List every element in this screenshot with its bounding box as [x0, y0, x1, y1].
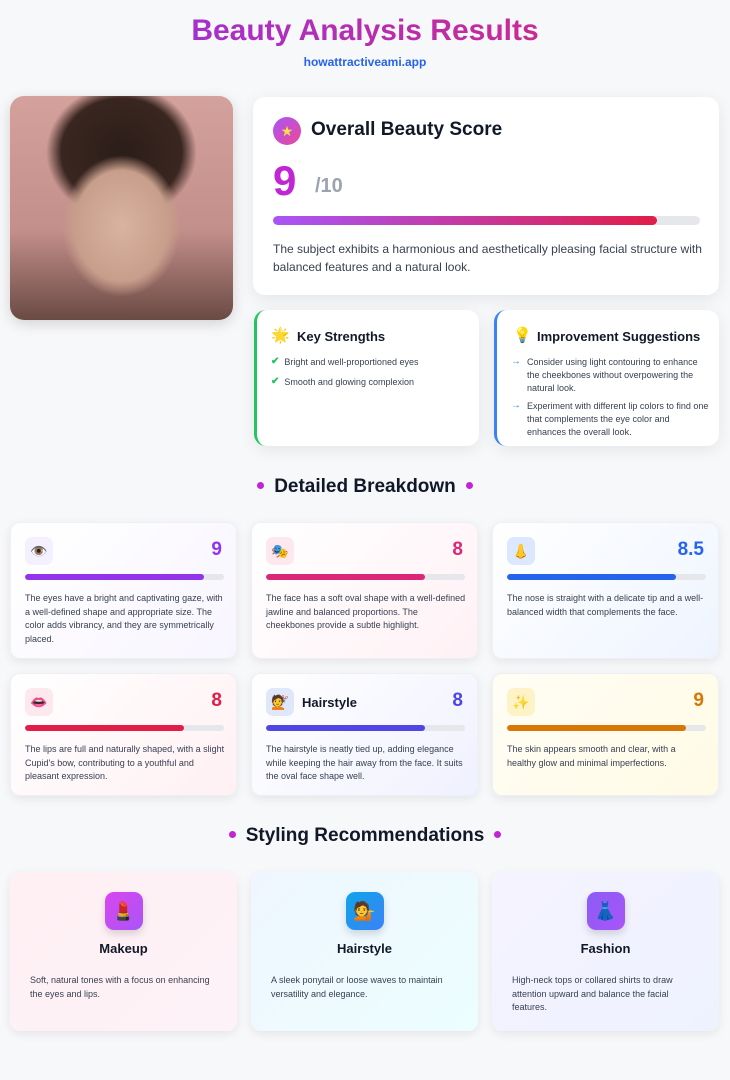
feature-progress [266, 725, 465, 731]
feature-progress [25, 574, 224, 580]
feature-progress [25, 725, 224, 731]
feature-score: 8 [452, 690, 463, 711]
recommendation-icon: 💄 [104, 892, 143, 930]
site-link[interactable]: howattractiveami.app [303, 55, 427, 69]
suggestion-text: Experiment with different lip colors to … [527, 401, 709, 437]
recommendation-card: 👗 Fashion High-neck tops or collared shi… [492, 872, 719, 1031]
strength-item: ✔ Bright and well-proportioned eyes [271, 356, 471, 369]
overall-max: /10 [315, 175, 343, 197]
recommendation-card: 💁 Hairstyle A sleek ponytail or loose wa… [251, 872, 478, 1031]
feature-progress [507, 725, 706, 731]
improvement-suggestions-card: 💡 Improvement Suggestions → Consider usin… [494, 310, 719, 446]
breakdown-card: 👃 8.5 The nose is straight with a delica… [492, 522, 719, 659]
feature-icon: 👁️ [25, 537, 53, 565]
star-icon: ★ [273, 117, 301, 145]
recommendation-card: 💄 Makeup Soft, natural tones with a focu… [10, 872, 237, 1031]
recommendation-text: High-neck tops or collared shirts to dra… [512, 975, 673, 1012]
arrow-right-icon: → [511, 356, 521, 367]
key-strengths-card: 🌟 Key Strengths ✔ Bright and well-proport… [254, 310, 479, 446]
detailed-breakdown-heading: Detailed Breakdown [0, 476, 730, 498]
overall-title: Overall Beauty Score [311, 119, 503, 140]
feature-icon: 👄 [25, 688, 53, 716]
breakdown-card: ✨ 9 The skin appears smooth and clear, w… [492, 673, 719, 796]
feature-description: The skin appears smooth and clear, with … [507, 744, 676, 768]
breakdown-card: 🎭 8 The face has a soft oval shape with … [251, 522, 478, 659]
suggestion-text: Consider using light contouring to enhan… [527, 357, 698, 393]
recommendation-icon: 👗 [586, 892, 625, 930]
feature-icon: 🎭 [266, 537, 294, 565]
lightbulb-icon: 💡 [513, 327, 532, 344]
suggestions-title: Improvement Suggestions [537, 329, 701, 344]
feature-score: 8.5 [677, 539, 704, 560]
recommendation-title: Fashion [580, 941, 631, 956]
feature-description: The nose is straight with a delicate tip… [507, 593, 704, 617]
strength-text: Bright and well-proportioned eyes [284, 357, 419, 367]
feature-icon: ✨ [507, 688, 535, 716]
arrow-right-icon: → [511, 400, 521, 411]
feature-description: The eyes have a bright and captivating g… [25, 593, 223, 644]
styling-recommendations-heading: Styling Recommendations [0, 825, 730, 847]
subject-photo [10, 96, 233, 320]
section-title: Styling Recommendations [245, 825, 485, 846]
breakdown-card: 💇 Hairstyle 8 The hairstyle is neatly ti… [251, 673, 478, 796]
page-title: Beauty Analysis Results [0, 14, 730, 48]
recommendation-title: Hairstyle [337, 941, 392, 956]
feature-icon: 💇 [266, 688, 294, 716]
suggestion-item: → Experiment with different lip colors to… [511, 400, 711, 439]
feature-progress [266, 574, 465, 580]
overall-description: The subject exhibits a harmonious and ae… [273, 242, 702, 274]
feature-score: 9 [693, 690, 704, 711]
feature-progress [507, 574, 706, 580]
strength-text: Smooth and glowing complexion [284, 377, 414, 387]
check-icon: ✔ [271, 356, 280, 367]
feature-description: The lips are full and naturally shaped, … [25, 744, 225, 781]
feature-score: 9 [211, 539, 222, 560]
strength-item: ✔ Smooth and glowing complexion [271, 376, 471, 389]
breakdown-card: 👄 8 The lips are full and naturally shap… [10, 673, 237, 796]
feature-icon: 👃 [507, 537, 535, 565]
section-title: Detailed Breakdown [274, 476, 456, 497]
feature-score: 8 [452, 539, 463, 560]
feature-label: Hairstyle [302, 695, 357, 710]
glowing-star-icon: 🌟 [271, 327, 290, 344]
overall-progress [273, 216, 700, 225]
strengths-title: Key Strengths [297, 329, 386, 344]
recommendation-text: Soft, natural tones with a focus on enha… [30, 975, 210, 999]
recommendation-icon: 💁 [345, 892, 384, 930]
check-icon: ✔ [271, 376, 280, 387]
feature-score: 8 [211, 690, 222, 711]
breakdown-card: 👁️ 9 The eyes have a bright and captivat… [10, 522, 237, 659]
feature-description: The face has a soft oval shape with a we… [266, 593, 466, 630]
suggestion-item: → Consider using light contouring to enha… [511, 356, 711, 395]
recommendation-title: Makeup [99, 941, 148, 956]
overall-score-card: ★ Overall Beauty Score 9 /10 The subject… [253, 97, 719, 295]
recommendation-text: A sleek ponytail or loose waves to maint… [271, 975, 443, 999]
overall-score: 9 [273, 157, 297, 204]
feature-description: The hairstyle is neatly tied up, adding … [266, 744, 463, 781]
